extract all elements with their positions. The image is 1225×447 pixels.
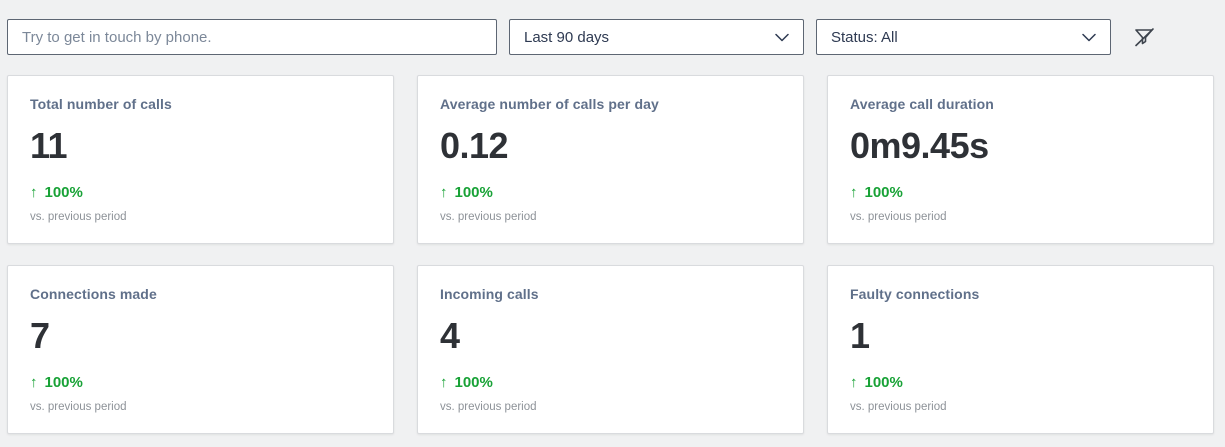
card-title: Connections made xyxy=(30,286,157,302)
card-value: 4 xyxy=(440,315,460,356)
up-arrow-icon: ↑ xyxy=(30,374,38,391)
card-delta: ↑ 100% xyxy=(30,374,83,391)
card-caption: vs. previous period xyxy=(30,401,127,413)
stat-card-avg-call-duration: Average call duration 0m9.45s ↑ 100% vs.… xyxy=(827,75,1214,244)
up-arrow-icon: ↑ xyxy=(440,184,448,201)
delta-percentage: 100% xyxy=(864,184,903,201)
card-caption: vs. previous period xyxy=(30,211,127,223)
clear-filters-button[interactable] xyxy=(1130,23,1158,51)
date-range-dropdown[interactable]: Last 90 days xyxy=(509,19,804,55)
status-dropdown[interactable]: Status: All xyxy=(816,19,1111,55)
card-value: 0m9.45s xyxy=(850,125,989,166)
stat-card-incoming-calls: Incoming calls 4 ↑ 100% vs. previous per… xyxy=(417,265,804,434)
delta-percentage: 100% xyxy=(44,374,83,391)
delta-percentage: 100% xyxy=(454,184,493,201)
card-delta: ↑ 100% xyxy=(850,184,903,201)
up-arrow-icon: ↑ xyxy=(850,374,858,391)
filter-off-icon xyxy=(1132,25,1156,49)
up-arrow-icon: ↑ xyxy=(440,374,448,391)
filter-toolbar: Last 90 days Status: All xyxy=(0,0,1225,55)
card-caption: vs. previous period xyxy=(850,401,947,413)
card-value: 1 xyxy=(850,315,870,356)
card-title: Incoming calls xyxy=(440,286,539,302)
delta-percentage: 100% xyxy=(454,374,493,391)
stat-card-total-calls: Total number of calls 11 ↑ 100% vs. prev… xyxy=(7,75,394,244)
status-value: Status: All xyxy=(831,28,898,46)
card-delta: ↑ 100% xyxy=(30,184,83,201)
card-delta: ↑ 100% xyxy=(440,374,493,391)
card-delta: ↑ 100% xyxy=(850,374,903,391)
search-input[interactable] xyxy=(7,19,497,55)
card-value: 7 xyxy=(30,315,50,356)
stat-card-avg-calls-per-day: Average number of calls per day 0.12 ↑ 1… xyxy=(417,75,804,244)
card-title: Total number of calls xyxy=(30,96,172,112)
delta-percentage: 100% xyxy=(864,374,903,391)
stats-cards-grid: Total number of calls 11 ↑ 100% vs. prev… xyxy=(0,55,1225,434)
card-title: Average number of calls per day xyxy=(440,96,659,112)
chevron-down-icon xyxy=(1082,33,1096,42)
card-caption: vs. previous period xyxy=(440,401,537,413)
up-arrow-icon: ↑ xyxy=(850,184,858,201)
delta-percentage: 100% xyxy=(44,184,83,201)
up-arrow-icon: ↑ xyxy=(30,184,38,201)
card-delta: ↑ 100% xyxy=(440,184,493,201)
card-title: Faulty connections xyxy=(850,286,980,302)
date-range-value: Last 90 days xyxy=(524,28,610,46)
card-value: 11 xyxy=(30,125,68,166)
card-caption: vs. previous period xyxy=(440,211,537,223)
card-value: 0.12 xyxy=(440,125,509,166)
stat-card-connections-made: Connections made 7 ↑ 100% vs. previous p… xyxy=(7,265,394,434)
card-caption: vs. previous period xyxy=(850,211,947,223)
stat-card-faulty-connections: Faulty connections 1 ↑ 100% vs. previous… xyxy=(827,265,1214,434)
card-title: Average call duration xyxy=(850,96,994,112)
chevron-down-icon xyxy=(775,33,789,42)
